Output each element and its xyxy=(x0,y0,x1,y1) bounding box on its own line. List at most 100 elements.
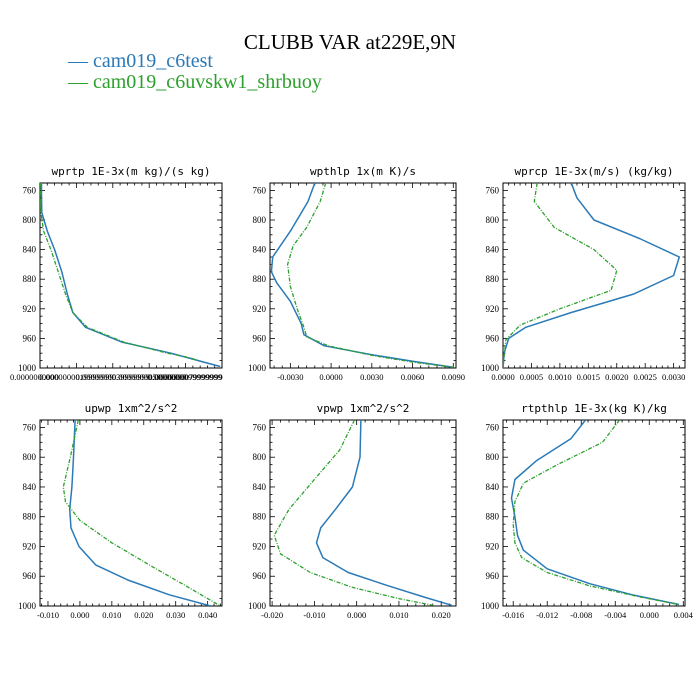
panel-3: wprcp 1E-3x(m/s) (kg/kg) 760 800 840 880 920 9… xyxy=(481,165,686,382)
y-tick-label: 920 xyxy=(486,304,500,314)
y-tick-label: 920 xyxy=(23,304,37,314)
series-line-0 xyxy=(510,420,680,606)
x-tick-label: 0.0090 xyxy=(442,372,465,382)
y-tick-label: 800 xyxy=(253,452,267,462)
x-tick-label: 0.0060 xyxy=(401,372,424,382)
legend-line-icon: — xyxy=(68,71,88,93)
panel-4: upwp 1xm^2/s^2 760 800 840 880 920 960 1000-0.0… xyxy=(18,402,223,620)
x-tick-label: 0.0000000019999999 xyxy=(39,372,113,382)
x-tick-label: 0.0000000039999999 xyxy=(76,372,150,382)
x-tick-label: 0.030 xyxy=(166,610,185,620)
y-tick-label: 840 xyxy=(253,482,267,492)
series-line-0 xyxy=(315,420,453,606)
x-tick-label: 0.020 xyxy=(134,610,153,620)
panel-title: wpthlp 1x(m K)/s xyxy=(310,165,416,178)
x-tick-label: 0.010 xyxy=(102,610,121,620)
y-tick-label: 880 xyxy=(486,274,500,284)
plot-frame xyxy=(269,419,457,607)
y-tick-label: 840 xyxy=(486,482,500,492)
y-tick-label: 1000 xyxy=(481,601,500,611)
series-line-0 xyxy=(270,183,454,368)
x-tick-label: -0.020 xyxy=(261,610,283,620)
panel-title: vpwp 1xm^2/s^2 xyxy=(317,402,410,415)
x-tick-label: 0.0000000059999999 xyxy=(112,372,186,382)
y-tick-label: 760 xyxy=(486,422,500,432)
series-line-0 xyxy=(503,183,681,368)
x-tick-label: 0.010 xyxy=(389,610,408,620)
y-tick-label: 840 xyxy=(486,245,500,255)
x-tick-label: 0.0000 xyxy=(319,372,342,382)
series-line-1 xyxy=(512,420,680,606)
x-tick-label: -0.016 xyxy=(502,610,524,620)
x-tick-label: 0.000 xyxy=(347,610,366,620)
x-tick-label: -0.0030 xyxy=(277,372,303,382)
y-tick-label: 840 xyxy=(253,245,267,255)
y-tick-label: 1000 xyxy=(18,363,37,373)
y-tick-label: 960 xyxy=(486,333,500,343)
series-line-1 xyxy=(273,420,433,606)
y-tick-label: 880 xyxy=(253,274,267,284)
panel-6: rtpthlp 1E-3x(kg K)/kg 760 800 840 880 920 960… xyxy=(481,402,694,620)
plot-frame xyxy=(39,419,223,607)
y-tick-label: 960 xyxy=(23,333,37,343)
y-tick-label: 920 xyxy=(486,541,500,551)
y-tick-label: 1000 xyxy=(248,363,267,373)
x-tick-label: 0.0000000099999999 xyxy=(148,372,222,382)
plot-frame xyxy=(39,182,223,369)
y-tick-label: 800 xyxy=(486,452,500,462)
panel-2: wpthlp 1x(m K)/s 760 800 840 880 920 960 1000 -0… xyxy=(248,165,465,382)
legend-entry-series-1: — cam019_c6uvskw1_shrbuoy xyxy=(68,71,322,94)
y-tick-label: 840 xyxy=(23,482,37,492)
legend-label: cam019_c6test xyxy=(93,50,213,72)
x-tick-label: 0.0010 xyxy=(548,372,571,382)
y-tick-label: 800 xyxy=(253,215,267,225)
series-line-0 xyxy=(68,420,211,606)
x-tick-label: 0.040 xyxy=(198,610,217,620)
y-tick-label: 960 xyxy=(23,571,37,581)
legend-label: cam019_c6uvskw1_shrbuoy xyxy=(93,71,322,93)
y-tick-label: 920 xyxy=(253,541,267,551)
y-tick-label: 1000 xyxy=(481,363,500,373)
x-tick-label: 0.0005 xyxy=(520,372,543,382)
panel-title: wprcp 1E-3x(m/s) (kg/kg) xyxy=(515,165,674,178)
x-tick-label: 0.004 xyxy=(674,610,694,620)
x-tick-label: 0.0000000079999999 xyxy=(148,372,222,382)
x-tick-label: -0.008 xyxy=(570,610,592,620)
plot-frame xyxy=(502,182,686,369)
panel-title: wprtp 1E-3x(m kg)/(s kg) xyxy=(52,165,211,178)
y-tick-label: 760 xyxy=(253,185,267,195)
panel-title: rtpthlp 1E-3x(kg K)/kg xyxy=(521,402,667,415)
y-tick-label: 880 xyxy=(486,512,500,522)
panel-5: vpwp 1xm^2/s^27608008408809209601000-0.0… xyxy=(248,402,457,620)
y-tick-label: 880 xyxy=(253,512,267,522)
y-tick-label: 1000 xyxy=(248,601,267,611)
panel-1: wprtp 1E-3x(m kg)/(s kg) 760 800 840 880 920 9… xyxy=(10,165,223,382)
y-tick-label: 960 xyxy=(253,571,267,581)
x-tick-label: -0.010 xyxy=(37,610,59,620)
y-tick-label: 760 xyxy=(253,422,267,432)
series-line-0 xyxy=(40,183,221,368)
y-tick-label: 760 xyxy=(23,422,37,432)
y-tick-label: 920 xyxy=(23,541,37,551)
y-tick-label: 760 xyxy=(486,185,500,195)
x-tick-label: -0.010 xyxy=(303,610,325,620)
y-tick-label: 800 xyxy=(23,215,37,225)
figure-title: CLUBB VAR at229E,9N xyxy=(243,30,457,54)
x-tick-label: 0.0030 xyxy=(360,372,383,382)
x-tick-label: -0.004 xyxy=(604,610,627,620)
y-tick-label: 800 xyxy=(23,452,37,462)
series-line-1 xyxy=(62,420,221,606)
x-tick-label: -0.012 xyxy=(536,610,558,620)
figure-header: CLUBB VAR at229E,9N — cam019_c6test — ca… xyxy=(0,0,700,110)
x-tick-label: 0.000 xyxy=(640,610,659,620)
y-tick-label: 960 xyxy=(253,333,267,343)
x-tick-label: 0.0015 xyxy=(577,372,600,382)
y-tick-label: 800 xyxy=(486,215,500,225)
legend-line-icon: — xyxy=(68,50,88,72)
y-tick-label: 880 xyxy=(23,274,37,284)
y-tick-label: 920 xyxy=(253,304,267,314)
y-tick-label: 1000 xyxy=(18,601,37,611)
x-tick-label: 0.0000000000 xyxy=(10,372,59,382)
plot-frame xyxy=(269,182,457,369)
